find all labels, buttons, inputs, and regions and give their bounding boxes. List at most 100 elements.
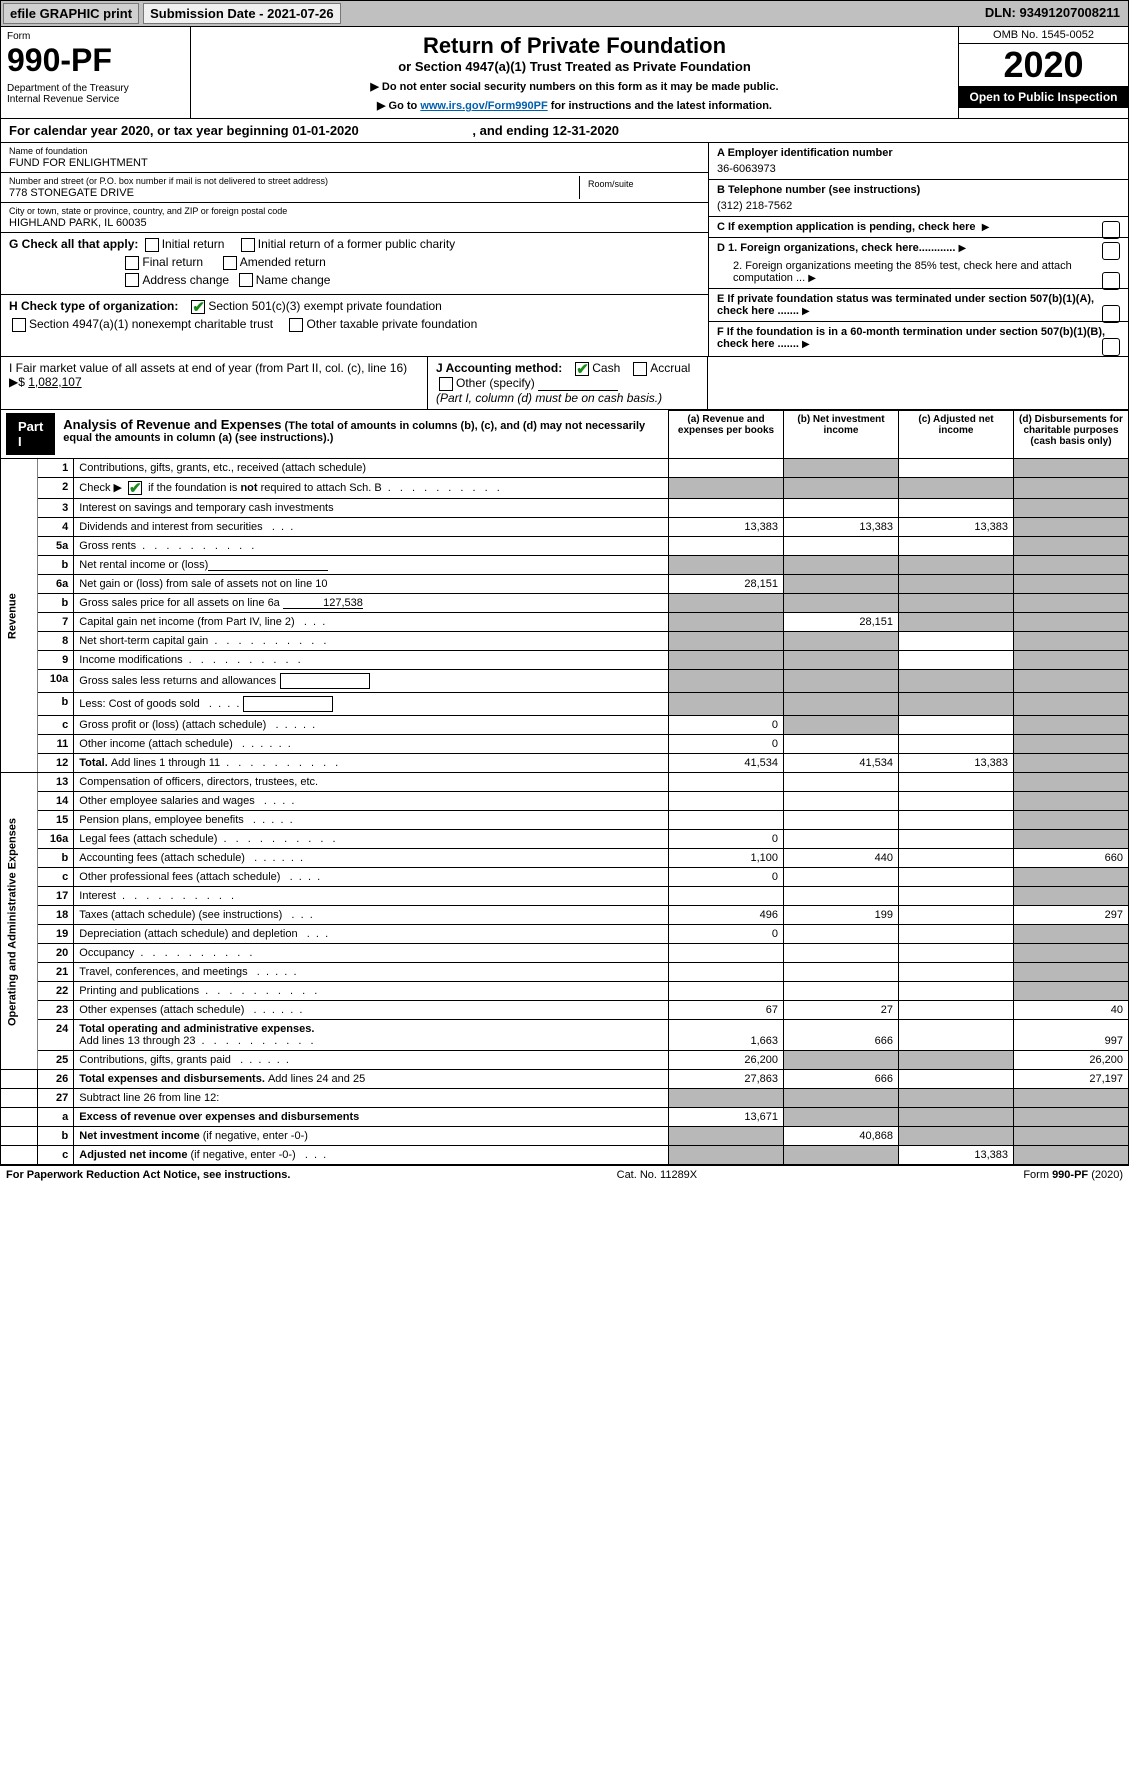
blank <box>243 696 333 712</box>
cb-final-return[interactable] <box>125 256 139 270</box>
j-other: Other (specify) <box>456 376 535 390</box>
line-desc: Gross profit or (loss) (attach schedule)… <box>74 716 669 735</box>
line-num: c <box>38 716 74 735</box>
line-desc: Less: Cost of goods sold . . . . <box>74 693 669 716</box>
city-value: HIGHLAND PARK, IL 60035 <box>9 217 700 229</box>
table-row: 27Subtract line 26 from line 12: <box>1 1089 1129 1108</box>
top-bar: efile GRAPHIC print Submission Date - 20… <box>0 0 1129 27</box>
cb-other[interactable] <box>439 377 453 391</box>
part1-title: Analysis of Revenue and Expenses (The to… <box>55 413 663 455</box>
line-desc: Interest on savings and temporary cash i… <box>74 499 669 518</box>
table-row: bLess: Cost of goods sold . . . . <box>1 693 1129 716</box>
table-row: 21Travel, conferences, and meetings . . … <box>1 963 1129 982</box>
line-desc: Pension plans, employee benefits . . . .… <box>74 811 669 830</box>
cb-d2[interactable] <box>1102 272 1120 290</box>
phone-cell: B Telephone number (see instructions) (3… <box>709 180 1128 217</box>
addr-label: Number and street (or P.O. box number if… <box>9 176 579 186</box>
line-desc: Subtract line 26 from line 12: <box>74 1089 669 1108</box>
table-row: bGross sales price for all assets on lin… <box>1 594 1129 613</box>
cb-amended[interactable] <box>223 256 237 270</box>
address-row: Number and street (or P.O. box number if… <box>1 173 708 203</box>
irs-link[interactable]: www.irs.gov/Form990PF <box>420 100 547 112</box>
line-num: 10a <box>38 670 74 693</box>
cb-501c3[interactable] <box>191 300 205 314</box>
line-num: 15 <box>38 811 74 830</box>
line-num: a <box>38 1108 74 1127</box>
cb-e[interactable] <box>1102 305 1120 323</box>
table-row: 12Total. Add lines 1 through 1141,53441,… <box>1 754 1129 773</box>
form-title: Return of Private Foundation <box>197 33 952 59</box>
cell-val: 40 <box>1014 1001 1129 1020</box>
cb-initial-return[interactable] <box>145 238 159 252</box>
h3: Other taxable private foundation <box>306 317 477 331</box>
section-h: H Check type of organization: Section 50… <box>1 295 708 339</box>
i-value: 1,082,107 <box>28 375 81 389</box>
opt-name: Name change <box>256 273 331 287</box>
revenue-label: Revenue <box>1 459 38 773</box>
section-g: G Check all that apply: Initial return I… <box>1 233 708 295</box>
j-cash: Cash <box>592 361 620 375</box>
j-accrual: Accrual <box>650 361 690 375</box>
name-cell: Name of foundation FUND FOR ENLIGHTMENT <box>1 143 708 173</box>
cb-address-change[interactable] <box>125 273 139 287</box>
cell-val: 67 <box>669 1001 784 1020</box>
cb-d1[interactable] <box>1102 242 1120 260</box>
instruction-2: ▶ Go to www.irs.gov/Form990PF for instru… <box>197 99 952 112</box>
cell-val: 26,200 <box>669 1051 784 1070</box>
phone-value: (312) 218-7562 <box>717 200 1120 212</box>
cal-begin: 01-01-2020 <box>292 123 359 138</box>
table-row: Operating and Administrative Expenses 13… <box>1 773 1129 792</box>
part1-title-bold: Analysis of Revenue and Expenses <box>63 417 281 432</box>
efile-print-button[interactable]: efile GRAPHIC print <box>3 3 139 24</box>
line-num: 3 <box>38 499 74 518</box>
line-desc: Legal fees (attach schedule) <box>74 830 669 849</box>
cb-name-change[interactable] <box>239 273 253 287</box>
cell-val: 0 <box>669 830 784 849</box>
other-blank <box>538 379 618 391</box>
section-e: E If private foundation status was termi… <box>709 289 1128 322</box>
section-f: F If the foundation is in a 60-month ter… <box>709 322 1128 354</box>
suite-label: Room/suite <box>580 176 700 199</box>
cb-initial-former[interactable] <box>241 238 255 252</box>
cell-val: 13,383 <box>669 518 784 537</box>
line-desc: Other expenses (attach schedule) . . . .… <box>74 1001 669 1020</box>
cell-val: 27 <box>784 1001 899 1020</box>
line-desc: Gross sales price for all assets on line… <box>74 594 669 613</box>
cell-val: 13,671 <box>669 1108 784 1127</box>
table-row: 23Other expenses (attach schedule) . . .… <box>1 1001 1129 1020</box>
line-num: 18 <box>38 906 74 925</box>
footer-right: Form 990-PF (2020) <box>1023 1169 1123 1181</box>
line-num: 14 <box>38 792 74 811</box>
g-label: G Check all that apply: <box>9 237 138 251</box>
line-desc: Occupancy <box>74 944 669 963</box>
cell-val: 40,868 <box>784 1127 899 1146</box>
line-num: 20 <box>38 944 74 963</box>
cb-f[interactable] <box>1102 338 1120 356</box>
line-desc: Interest <box>74 887 669 906</box>
line-desc: Capital gain net income (from Part IV, l… <box>74 613 669 632</box>
sub-date-value: 2021-07-26 <box>267 6 334 21</box>
line-num: 16a <box>38 830 74 849</box>
cb-other-taxable[interactable] <box>289 318 303 332</box>
cell-val: 0 <box>669 868 784 887</box>
cell-val: 41,534 <box>669 754 784 773</box>
line-num: 24 <box>38 1020 74 1051</box>
instruction-1: ▶ Do not enter social security numbers o… <box>197 80 952 93</box>
line-num: 8 <box>38 632 74 651</box>
line-desc: Taxes (attach schedule) (see instruction… <box>74 906 669 925</box>
cb-accrual[interactable] <box>633 362 647 376</box>
cb-sch-b[interactable] <box>128 481 142 495</box>
cell-val: 440 <box>784 849 899 868</box>
line-num: 22 <box>38 982 74 1001</box>
cb-cash[interactable] <box>575 362 589 376</box>
line-desc: Adjusted net income (if negative, enter … <box>74 1146 669 1165</box>
cb-4947[interactable] <box>12 318 26 332</box>
sub-date-label: Submission Date - <box>150 6 267 21</box>
section-c: C If exemption application is pending, c… <box>709 217 1128 238</box>
line-num: 4 <box>38 518 74 537</box>
entity-info: Name of foundation FUND FOR ENLIGHTMENT … <box>0 143 1129 357</box>
cb-c[interactable] <box>1102 221 1120 239</box>
table-row: 19Depreciation (attach schedule) and dep… <box>1 925 1129 944</box>
inst2-pre: ▶ Go to <box>377 100 420 112</box>
arrow-icon <box>802 338 812 350</box>
